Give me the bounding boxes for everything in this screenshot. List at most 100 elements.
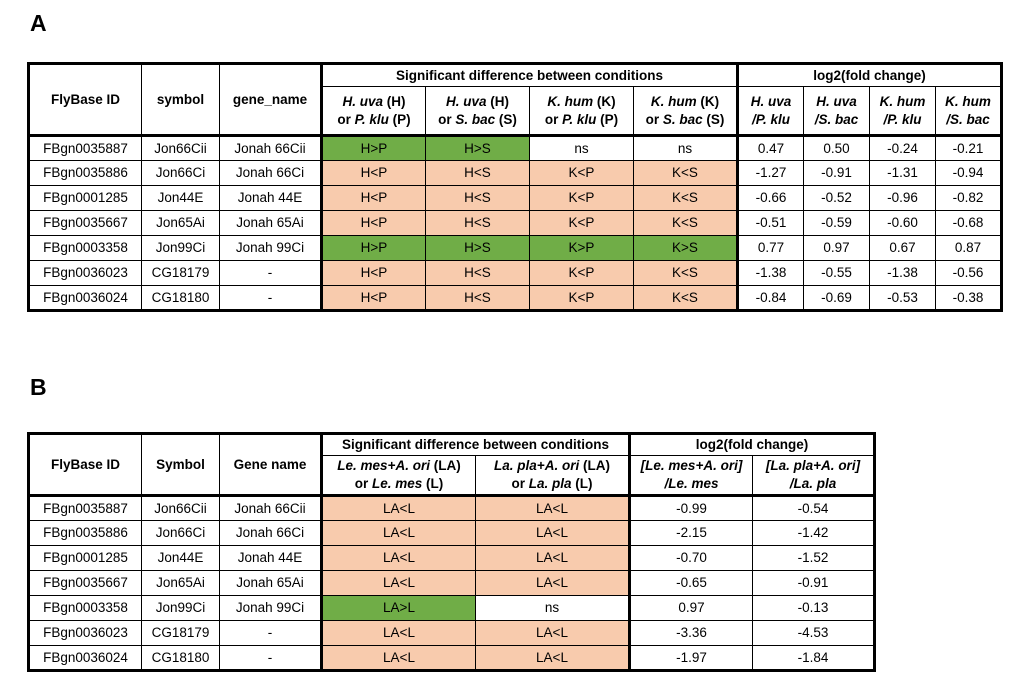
flybase-id-cell: FBgn0036024 bbox=[28, 285, 142, 311]
species-name: K. hum bbox=[547, 93, 594, 109]
sig-cell: H>P bbox=[320, 135, 426, 161]
log2-value-cell: -0.52 bbox=[803, 185, 870, 211]
log2-value-cell: -1.27 bbox=[736, 160, 804, 186]
gene-name-cell: Jonah 65Ai bbox=[219, 210, 322, 236]
log2-value-cell: -0.60 bbox=[869, 210, 936, 236]
sig-cell: LA<L bbox=[320, 620, 476, 646]
col-header-log2-lapla: [La. pla+A. ori] /La. pla bbox=[752, 455, 875, 497]
col-header-log2-khum-sbac: K. hum /S. bac bbox=[935, 86, 1002, 137]
log2-value-cell: 0.50 bbox=[803, 135, 870, 161]
header-text: (S) bbox=[702, 111, 725, 127]
flybase-id-cell: FBgn0003358 bbox=[28, 235, 142, 261]
flybase-id-cell: FBgn0036024 bbox=[28, 645, 142, 671]
sig-cell: H<P bbox=[320, 285, 426, 311]
log2-value-cell: 0.97 bbox=[803, 235, 870, 261]
symbol-cell: Jon99Ci bbox=[141, 595, 220, 621]
flybase-id-cell: FBgn0036023 bbox=[28, 260, 142, 286]
sig-cell: H<S bbox=[425, 210, 530, 236]
sig-cell: K<S bbox=[633, 210, 738, 236]
sig-cell: LA<L bbox=[320, 545, 476, 571]
ratio-label: [La. pla+A. ori] bbox=[765, 458, 861, 474]
col-header-log2-khum-pklu: K. hum /P. klu bbox=[869, 86, 936, 137]
sig-cell: LA<L bbox=[475, 620, 630, 646]
panel-b-body: FBgn0035887 Jon66Cii Jonah 66Cii LA<L LA… bbox=[28, 495, 875, 671]
sig-cell: H>P bbox=[320, 235, 426, 261]
col-header-sig-huva-sbac: H. uva (H) or S. bac (S) bbox=[425, 86, 530, 137]
header-text: (H) bbox=[486, 93, 509, 109]
log2-value-cell: -1.42 bbox=[752, 520, 875, 546]
log2-value-cell: -0.51 bbox=[736, 210, 804, 236]
log2-value-cell: -1.97 bbox=[628, 645, 753, 671]
log2-value-cell: -0.69 bbox=[803, 285, 870, 311]
log2-value-cell: -4.53 bbox=[752, 620, 875, 646]
ratio-label: /P. klu bbox=[751, 111, 791, 127]
sig-cell: H<S bbox=[425, 260, 530, 286]
flybase-id-cell: FBgn0001285 bbox=[28, 185, 142, 211]
log2-value-cell: -0.96 bbox=[869, 185, 936, 211]
sig-cell: LA<L bbox=[320, 645, 476, 671]
log2-value-cell: -0.38 bbox=[935, 285, 1002, 311]
ratio-label: /S. bac bbox=[946, 111, 990, 127]
log2-value-cell: 0.47 bbox=[736, 135, 804, 161]
table-row: FBgn0036024 CG18180 - LA<L LA<L -1.97 -1… bbox=[28, 645, 875, 671]
gene-name-cell: Jonah 44E bbox=[219, 185, 322, 211]
sig-cell: LA<L bbox=[475, 495, 630, 521]
header-text: (K) bbox=[696, 93, 720, 109]
sig-cell: K<P bbox=[529, 160, 634, 186]
sig-cell: K<P bbox=[529, 210, 634, 236]
col-header-log2-huva-pklu: H. uva /P. klu bbox=[736, 86, 804, 137]
gene-name-cell: - bbox=[219, 285, 322, 311]
sig-cell: LA<L bbox=[475, 545, 630, 571]
sig-cell: H<P bbox=[320, 160, 426, 186]
symbol-cell: Jon44E bbox=[141, 545, 220, 571]
header-text: or bbox=[337, 111, 355, 127]
header-text: (LA) bbox=[429, 458, 461, 474]
col-header-sig-khum-pklu: K. hum (K) or P. klu (P) bbox=[529, 86, 634, 137]
header-text: or bbox=[511, 476, 529, 491]
col-header-symbol: symbol bbox=[141, 63, 220, 137]
ratio-label: [Le. mes+A. ori] bbox=[640, 458, 743, 474]
group-header-row: FlyBase ID Symbol Gene name Significant … bbox=[28, 433, 875, 497]
log2-value-cell: -2.15 bbox=[628, 520, 753, 546]
flybase-id-cell: FBgn0003358 bbox=[28, 595, 142, 621]
ratio-label: /Le. mes bbox=[664, 476, 719, 491]
header-text: (P) bbox=[388, 111, 411, 127]
sig-cell: LA<L bbox=[320, 495, 476, 521]
log2-value-cell: -1.31 bbox=[869, 160, 936, 186]
sig-cell: K>P bbox=[529, 235, 634, 261]
col-header-symbol: Symbol bbox=[141, 433, 220, 497]
ratio-label: H. uva bbox=[750, 93, 792, 109]
log2-value-cell: -0.84 bbox=[736, 285, 804, 311]
header-text: (S) bbox=[495, 111, 517, 127]
col-header-log2-lemes: [Le. mes+A. ori] /Le. mes bbox=[628, 455, 753, 497]
sig-cell: LA<L bbox=[475, 645, 630, 671]
symbol-cell: CG18179 bbox=[141, 260, 220, 286]
col-header-flybase-id: FlyBase ID bbox=[28, 433, 142, 497]
gene-name-cell: - bbox=[219, 645, 322, 671]
ratio-label: H. uva bbox=[816, 93, 857, 109]
table-row: FBgn0003358 Jon99Ci Jonah 99Ci H>P H>S K… bbox=[28, 235, 1002, 261]
table-row: FBgn0035667 Jon65Ai Jonah 65Ai LA<L LA<L… bbox=[28, 570, 875, 596]
table-row: FBgn0035886 Jon66Ci Jonah 66Ci LA<L LA<L… bbox=[28, 520, 875, 546]
log2-value-cell: -1.38 bbox=[869, 260, 936, 286]
sig-cell: K<S bbox=[633, 260, 738, 286]
flybase-id-cell: FBgn0001285 bbox=[28, 545, 142, 571]
log2-value-cell: 0.87 bbox=[935, 235, 1002, 261]
sig-cell: H>S bbox=[425, 135, 530, 161]
log2-value-cell: -0.82 bbox=[935, 185, 1002, 211]
log2-value-cell: -0.94 bbox=[935, 160, 1002, 186]
sig-cell: K<S bbox=[633, 185, 738, 211]
flybase-id-cell: FBgn0035887 bbox=[28, 495, 142, 521]
symbol-cell: CG18180 bbox=[141, 645, 220, 671]
sig-cell: K<S bbox=[633, 285, 738, 311]
panel-a-label: A bbox=[30, 10, 48, 36]
log2-value-cell: -0.91 bbox=[752, 570, 875, 596]
sig-cell: H<P bbox=[320, 210, 426, 236]
sig-cell: LA<L bbox=[475, 520, 630, 546]
sig-cell: ns bbox=[475, 595, 630, 621]
sig-cell: K<S bbox=[633, 160, 738, 186]
ratio-label: /P. klu bbox=[883, 111, 922, 127]
gene-name-cell: Jonah 99Ci bbox=[219, 595, 322, 621]
sig-cell: K<P bbox=[529, 285, 634, 311]
